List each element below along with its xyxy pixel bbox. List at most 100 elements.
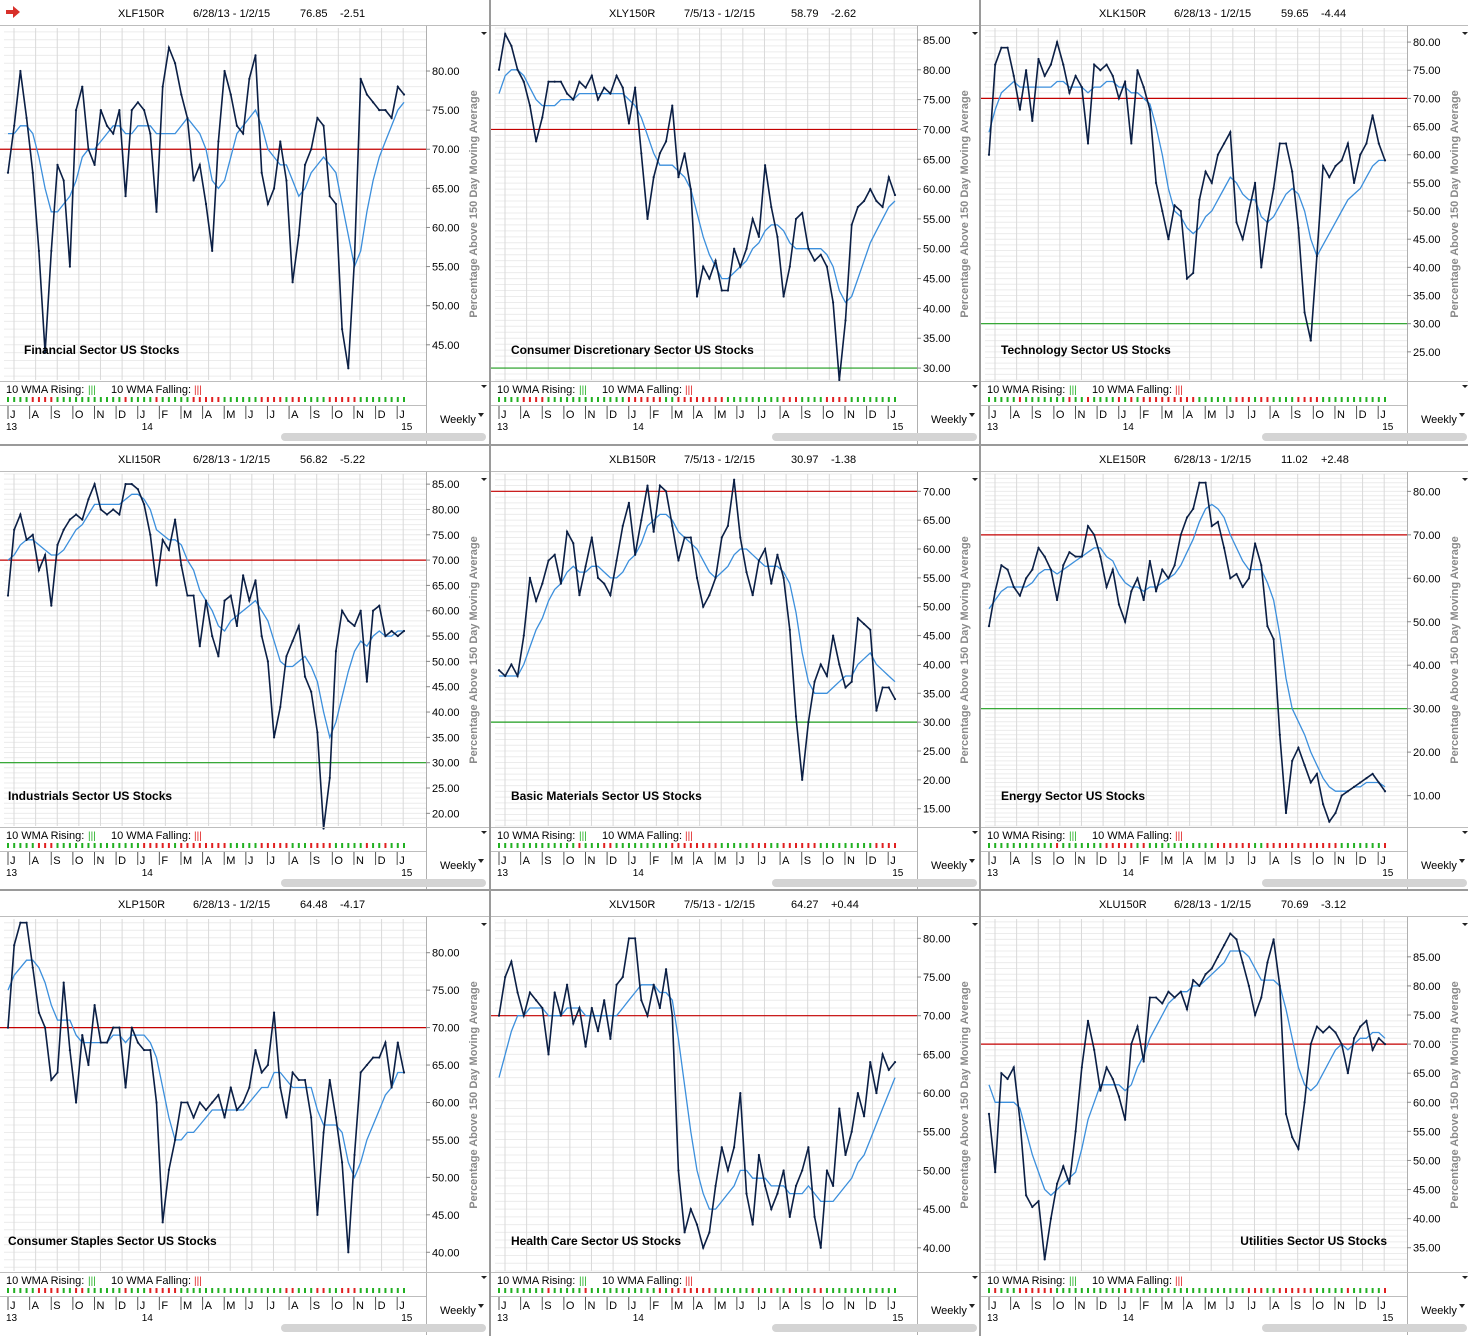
data-point [528,104,532,107]
chart-panel-xlf: XLF150R 6/28/13 - 1/2/15 76.85 -2.51 Financi… [0,0,489,444]
period-selector[interactable]: Weekly [440,413,484,426]
horizontal-scrollbar[interactable] [281,879,486,887]
scroll-up-icon[interactable] [481,478,487,481]
horizontal-scrollbar[interactable] [1262,433,1467,441]
column-divider[interactable] [979,0,981,1336]
data-point [254,579,257,582]
scroll-up-icon[interactable] [1462,923,1468,926]
rising-mark [359,1288,362,1293]
data-point [1365,142,1368,145]
period-selector[interactable]: Weekly [1421,413,1465,426]
scroll-up-icon[interactable] [481,923,487,926]
rising-mark [1204,1288,1207,1293]
chevron-down-icon[interactable] [478,859,484,863]
rising-mark [528,843,531,848]
row-divider[interactable] [0,889,1468,891]
rising-mark [149,397,152,402]
scroll-up-icon[interactable] [481,32,487,35]
period-selector[interactable]: Weekly [931,859,975,872]
rising-mark [887,397,890,402]
data-point [341,609,344,612]
scroll-up-icon[interactable] [972,478,978,481]
data-point [1086,525,1090,528]
period-selector[interactable]: Weekly [1421,859,1465,872]
data-point [572,98,575,101]
chevron-down-icon[interactable] [478,1304,484,1308]
scroll-up-icon[interactable] [972,923,978,926]
x-tick-label: J [399,409,405,421]
horizontal-scrollbar[interactable] [1262,879,1467,887]
scroll-down-icon[interactable] [972,1276,978,1279]
data-point [390,116,393,120]
row-divider[interactable] [0,444,1468,446]
y-tick-label: 45.00 [432,682,460,694]
falling-mark [273,843,276,848]
x-tick-label: J [631,855,637,867]
chevron-down-icon[interactable] [969,1304,975,1308]
chart-svg: XLK150R 6/28/13 - 1/2/15 59.65 -4.44Technol… [981,8,1468,444]
data-point [1383,1042,1387,1046]
period-selector[interactable]: Weekly [931,1304,975,1317]
data-point [130,109,133,112]
scroll-down-icon[interactable] [481,831,487,834]
y-tick-label: 40.00 [432,707,460,719]
chevron-down-icon[interactable] [1459,859,1465,863]
data-point [254,54,257,57]
rising-mark [869,1288,872,1293]
data-point [1334,811,1337,815]
period-selector[interactable]: Weekly [440,859,484,872]
x-tick-label: N [1077,409,1085,421]
scroll-up-icon[interactable] [1462,478,1468,481]
data-point [1093,533,1096,536]
period-selector[interactable]: Weekly [931,413,975,426]
period-selector[interactable]: Weekly [1421,1304,1465,1317]
horizontal-scrollbar[interactable] [772,433,977,441]
data-point [664,490,668,493]
scroll-down-icon[interactable] [481,1276,487,1279]
horizontal-scrollbar[interactable] [1262,1324,1467,1332]
chart-symbol: XLP150R [118,899,165,911]
x-tick-label: J [501,409,507,421]
right-arrow-icon[interactable] [6,6,20,18]
chevron-down-icon[interactable] [969,859,975,863]
chevron-down-icon[interactable] [1459,1304,1465,1308]
y-tick-label: 15.00 [923,804,951,816]
falling-mark [1235,397,1238,402]
year-label: 13 [6,422,18,433]
data-point [198,645,201,648]
data-point [1117,603,1121,606]
data-point [204,202,208,206]
scroll-down-icon[interactable] [481,385,487,388]
rising-mark [1099,843,1102,848]
chevron-down-icon[interactable] [969,413,975,417]
data-point [1074,555,1077,558]
scroll-down-icon[interactable] [972,385,978,388]
x-tick-label: A [1272,855,1280,867]
scroll-down-icon[interactable] [1462,831,1468,834]
falling-mark [1303,843,1306,848]
data-point [1192,978,1195,982]
data-point [68,518,71,521]
horizontal-scrollbar[interactable] [772,879,977,887]
horizontal-scrollbar[interactable] [772,1324,977,1332]
scroll-down-icon[interactable] [1462,385,1468,388]
column-divider[interactable] [489,0,491,1336]
scroll-down-icon[interactable] [1462,1276,1468,1279]
data-point [640,519,643,522]
horizontal-scrollbar[interactable] [281,433,486,441]
rising-mark [1198,843,1201,848]
scroll-up-icon[interactable] [1462,32,1468,35]
horizontal-scrollbar[interactable] [281,1324,486,1332]
rising-mark [1056,397,1059,402]
period-selector[interactable]: Weekly [440,1304,484,1317]
rising-mark [403,397,405,402]
data-point [316,731,319,734]
rising-mark [609,1288,612,1293]
data-point [223,599,226,602]
data-point [1099,69,1102,72]
y-tick-label: 65.00 [432,580,460,592]
chevron-down-icon[interactable] [1459,413,1465,417]
scroll-down-icon[interactable] [972,831,978,834]
chevron-down-icon[interactable] [478,413,484,417]
scroll-up-icon[interactable] [972,32,978,35]
